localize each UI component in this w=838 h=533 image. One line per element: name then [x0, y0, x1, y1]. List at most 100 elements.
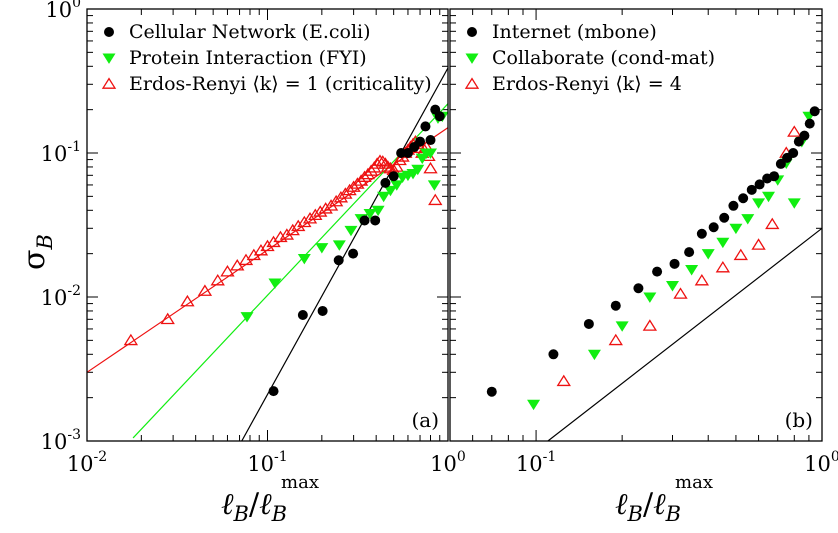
fit-line	[547, 227, 822, 441]
x-tick-label-exp: -2	[94, 449, 108, 465]
x-axis-label-b: ℓB/ℓBmax	[615, 472, 713, 526]
plot-frame-0	[86, 8, 449, 442]
data-point	[715, 260, 731, 273]
data-point	[402, 148, 413, 158]
x-tick-label: 100	[804, 449, 838, 476]
data-point	[527, 399, 541, 411]
x-axis-label-a-sub: B	[233, 502, 249, 526]
data-point	[333, 255, 344, 266]
data-point	[633, 283, 644, 294]
x-axis-label-b-ell2: ℓ	[653, 487, 666, 522]
data-point	[610, 300, 621, 311]
fit-line	[132, 103, 448, 439]
data-point	[315, 243, 329, 254]
data-point	[377, 191, 391, 203]
x-axis-label-b-sub2: B	[665, 502, 681, 526]
data-point	[308, 208, 323, 221]
y-tick-label-exp: -2	[67, 283, 81, 299]
data-point	[762, 191, 776, 203]
data-point	[360, 167, 376, 180]
legend-marker	[104, 27, 114, 37]
x-tick-label-exp: 0	[831, 449, 838, 465]
data-point	[701, 249, 715, 260]
y-tick-label-exp: 0	[72, 0, 81, 11]
data-point	[665, 281, 679, 292]
data-point	[738, 193, 749, 204]
x-axis-label-a-ell: ℓ	[221, 487, 234, 522]
data-point	[799, 130, 810, 141]
legend-label: Internet (mbone)	[492, 21, 657, 43]
data-point	[423, 161, 438, 174]
data-point	[317, 305, 328, 316]
data-point	[751, 238, 766, 250]
data-point	[363, 208, 377, 220]
data-point	[669, 258, 680, 269]
data-point	[357, 170, 372, 182]
data-point	[428, 193, 443, 206]
data-point	[684, 247, 695, 258]
data-point	[411, 164, 425, 176]
legend-label: Erdos-Renyi ⟨k⟩ = 4	[492, 73, 682, 95]
x-tick-label: 10-1	[516, 449, 556, 476]
data-point	[425, 135, 436, 146]
y-tick-label: 10-3	[41, 427, 81, 454]
legend-marker	[465, 53, 479, 64]
data-point	[240, 312, 254, 323]
x-tick-label-exp: -1	[543, 449, 557, 465]
x-tick-label: 100	[430, 449, 466, 476]
data-point	[260, 239, 275, 252]
data-point	[643, 292, 657, 303]
data-point	[348, 248, 359, 259]
data-point	[297, 309, 308, 320]
data-point	[775, 158, 786, 169]
data-point	[769, 171, 780, 182]
data-point	[608, 333, 623, 346]
x-axis-label-a-slash: /	[249, 487, 260, 522]
y-tick-label: 10-2	[41, 283, 81, 310]
data-point	[297, 215, 312, 228]
y-tick-label: 100	[45, 0, 81, 22]
data-point	[752, 198, 766, 209]
data-point	[369, 157, 385, 169]
data-point	[754, 179, 765, 190]
data-point	[342, 183, 357, 196]
data-point	[344, 225, 358, 237]
data-point	[746, 184, 757, 195]
y-tick-label-base: 10	[41, 142, 68, 166]
data-point	[787, 198, 801, 209]
data-point	[302, 212, 318, 224]
data-point	[380, 160, 396, 172]
data-point	[197, 284, 213, 296]
data-point	[708, 222, 719, 233]
y-tick-label-exp: -1	[67, 139, 81, 155]
data-point	[728, 200, 739, 211]
data-point	[420, 121, 431, 132]
legend-marker	[467, 27, 477, 37]
legend-label: Collaborate (cond-mat)	[492, 47, 715, 69]
x-axis-label-a: ℓB/ℓBmax	[221, 472, 319, 526]
data-point	[370, 215, 381, 226]
legend-label: Erdos-Renyi ⟨k⟩ = 1 (criticality)	[129, 73, 432, 95]
y-axis-label-sub: B	[33, 234, 57, 250]
x-tick-label-base: 10	[804, 452, 831, 476]
data-point	[346, 180, 361, 192]
x-axis-label-a-ell2: ℓ	[259, 487, 272, 522]
data-point	[333, 190, 349, 203]
x-axis-label-a-sub2: B	[271, 502, 287, 526]
x-tick-label: 10-2	[67, 449, 107, 476]
data-point	[318, 202, 333, 214]
legend-marker	[464, 77, 480, 89]
panel-label: (b)	[785, 408, 813, 432]
data-point	[788, 148, 799, 158]
y-tick-label-exp: -3	[67, 427, 81, 443]
x-tick-label-base: 10	[247, 452, 274, 476]
legend-marker	[101, 77, 117, 89]
data-point	[729, 223, 743, 235]
data-points-1	[486, 106, 820, 411]
data-point	[486, 386, 497, 397]
data-point	[291, 219, 306, 232]
data-points-0	[123, 104, 448, 397]
data-point	[424, 148, 438, 159]
data-point	[583, 318, 594, 329]
